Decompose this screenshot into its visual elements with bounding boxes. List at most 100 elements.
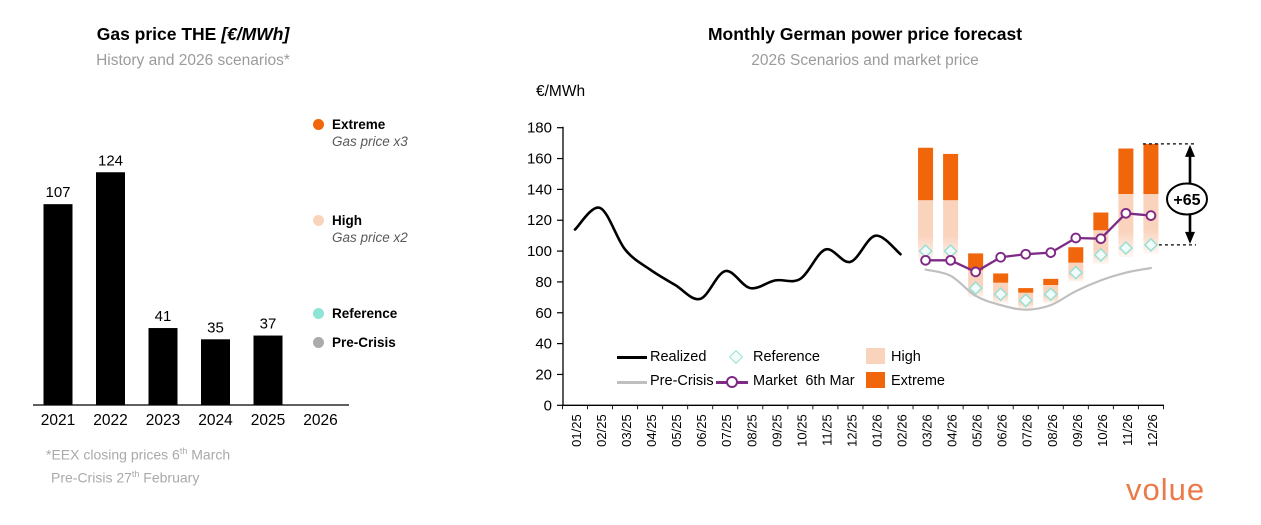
reference-diamond-06-26 — [993, 287, 1008, 302]
legend-label: High — [332, 213, 362, 228]
gas-bar-value-2021: 107 — [45, 184, 70, 201]
extreme-swatch — [866, 372, 885, 388]
high-bar-04-26 — [943, 200, 959, 261]
month-label-09-26: 09/26 — [1070, 414, 1085, 447]
year-label-2025: 2025 — [251, 412, 285, 429]
legend-item-high: High Gas price x2 — [313, 213, 408, 246]
legend-sublabel: Gas price x2 — [332, 230, 408, 245]
legend-label-extreme: Extreme — [891, 373, 945, 389]
extreme-bar-07-26 — [1018, 288, 1034, 293]
arrow-up-icon — [1185, 144, 1195, 157]
reference-diamond-03-26 — [918, 243, 933, 259]
high-bar-12-26 — [1143, 194, 1159, 254]
volue-logo: volue — [1126, 472, 1206, 507]
legend-label: Pre-Crisis — [332, 335, 396, 350]
month-label-08-25: 08/25 — [744, 414, 759, 447]
y-tick-label: 80 — [535, 274, 552, 291]
gas-bar-2024 — [201, 339, 230, 405]
extreme-bar-10-26 — [1093, 212, 1109, 231]
reference-diamond-12-26 — [1143, 237, 1159, 253]
month-label-04-25: 04/25 — [644, 414, 659, 447]
legend-label-high: High — [891, 349, 921, 365]
extreme-bar-12-26 — [1143, 143, 1159, 195]
y-tick-label: 160 — [527, 151, 552, 168]
y-axis-unit-label: €/MWh — [536, 83, 586, 100]
month-label-07-26: 07/26 — [1020, 414, 1035, 447]
month-label-05-26: 05/26 — [970, 414, 985, 447]
left-chart-title-unit: [€/MWh] — [221, 24, 290, 44]
footnote-line-1: *EEX closing prices 6th March — [46, 446, 231, 463]
gas-bar-2021 — [43, 204, 73, 405]
extreme-bar-11-26 — [1118, 148, 1134, 195]
market-marker-04-26 — [945, 254, 956, 266]
gas-bar-value-2024: 35 — [207, 319, 224, 336]
legend-item-extreme: Extreme Gas price x3 — [313, 117, 408, 150]
pre-crisis-line — [924, 266, 1152, 311]
reference-diamond-05-26 — [968, 280, 983, 296]
high-swatch — [866, 348, 885, 364]
gas-bar-2023 — [148, 328, 178, 405]
market-marker-12-26 — [1145, 210, 1157, 221]
gas-bar-value-2023: 41 — [155, 308, 172, 325]
year-label-2022: 2022 — [93, 412, 127, 429]
year-label-2023: 2023 — [146, 412, 180, 429]
year-label-2021: 2021 — [41, 412, 75, 429]
y-tick-label: 140 — [527, 181, 552, 198]
month-label-12-25: 12/25 — [844, 414, 859, 447]
legend-label-reference: Reference — [753, 349, 820, 365]
footnote-line-2: Pre-Crisis 27th February — [51, 469, 200, 486]
month-label-05-25: 05/25 — [669, 414, 684, 447]
reference-diamond-11-26 — [1118, 240, 1134, 256]
y-tick-label: 100 — [527, 243, 552, 260]
pre-crisis-dot-icon — [313, 337, 324, 348]
gas-bar-value-2025: 37 — [260, 316, 277, 333]
month-label-03-25: 03/25 — [619, 414, 634, 447]
month-label-02-26: 02/26 — [895, 414, 910, 447]
legend-label: Extreme — [332, 117, 386, 132]
month-label-10-26: 10/26 — [1095, 414, 1110, 447]
right-chart-subtitle: 2026 Scenarios and market price — [751, 52, 979, 69]
market-marker-07-26 — [1020, 248, 1032, 260]
reference-diamond-04-26 — [943, 243, 958, 259]
month-label-02-25: 02/25 — [594, 414, 609, 447]
extreme-bar-03-26 — [918, 147, 934, 201]
legend-label-market: Market 6th Mar — [753, 373, 855, 389]
market-marker-06-26 — [995, 251, 1007, 263]
year-label-2024: 2024 — [198, 412, 233, 429]
month-label-06-26: 06/26 — [995, 414, 1010, 447]
month-label-03-26: 03/26 — [920, 414, 935, 447]
y-tick-label: 120 — [527, 212, 552, 229]
high-bar-03-26 — [918, 200, 934, 261]
gas-bar-2025 — [253, 335, 283, 405]
legend-item-pre-crisis: Pre-Crisis — [313, 335, 396, 351]
extreme-bar-09-26 — [1068, 247, 1084, 263]
realized-line — [573, 206, 902, 301]
realized-line-swatch — [617, 356, 647, 359]
legend-sublabel: Gas price x3 — [332, 134, 408, 149]
month-label-06-25: 06/25 — [694, 414, 709, 447]
extreme-bar-04-26 — [943, 153, 959, 201]
market-marker-09-26 — [1070, 232, 1082, 244]
month-label-12-26: 12/26 — [1145, 414, 1160, 447]
market-marker-10-26 — [1095, 233, 1107, 245]
market-marker-03-26 — [920, 254, 931, 266]
left-chart-subtitle: History and 2026 scenarios* — [96, 52, 290, 69]
pre-crisis-line-swatch — [617, 381, 647, 384]
extreme-bar-06-26 — [993, 273, 1009, 283]
month-label-08-26: 08/26 — [1045, 414, 1060, 447]
legend-item-reference: Reference — [313, 306, 397, 322]
extreme-dot-icon — [313, 119, 324, 130]
left-chart-title-text: Gas price THE — [96, 24, 217, 44]
right-chart-title: Monthly German power price forecast — [707, 24, 1023, 44]
month-label-11-26: 11/26 — [1120, 414, 1135, 446]
market-marker-11-26 — [1120, 207, 1132, 219]
month-label-07-25: 07/25 — [719, 414, 734, 447]
month-label-11-25: 11/25 — [819, 414, 834, 446]
legend-label: Reference — [332, 306, 398, 321]
month-label-01-26: 01/26 — [869, 414, 884, 447]
market-marker-05-26 — [970, 266, 981, 278]
y-tick-label: 40 — [535, 336, 552, 353]
month-label-09-25: 09/25 — [769, 414, 784, 447]
